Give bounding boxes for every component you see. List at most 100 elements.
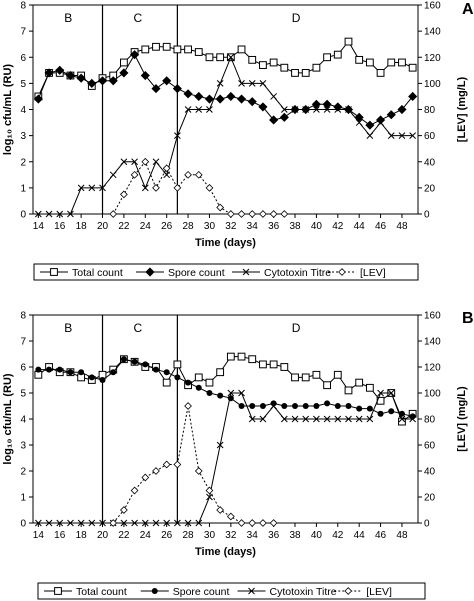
x-axis-label: Time (days)	[195, 546, 256, 558]
data-point	[333, 50, 342, 59]
data-point	[345, 415, 352, 423]
data-point	[248, 519, 257, 527]
data-point	[130, 50, 140, 60]
data-point	[120, 190, 128, 199]
y2-tick-label: 160	[424, 1, 441, 12]
y-tick-label: 4	[20, 415, 26, 426]
data-point	[388, 408, 395, 415]
data-point	[409, 415, 417, 423]
data-point	[88, 374, 95, 381]
data-point	[172, 84, 182, 94]
data-point	[99, 377, 106, 383]
y2-tick-label: 80	[424, 415, 436, 426]
data-point	[323, 381, 331, 390]
data-point	[131, 519, 138, 527]
data-point	[152, 158, 160, 166]
y-axis-label: log₁₀ cfu/mL (RU)	[2, 64, 14, 156]
data-point	[366, 415, 374, 423]
panel-label: A	[462, 1, 474, 18]
phase-label: D	[292, 11, 301, 25]
data-point	[56, 519, 64, 527]
series-total-count	[34, 352, 417, 426]
x-tick-label: 36	[268, 530, 280, 541]
x-tick-label: 14	[33, 530, 45, 541]
data-point	[227, 53, 235, 61]
data-point	[174, 519, 181, 527]
legend-label: Total count	[76, 586, 127, 598]
data-point	[130, 170, 139, 179]
series-cytotoxin-titre	[34, 53, 417, 218]
data-point	[366, 405, 373, 412]
data-point	[237, 352, 246, 361]
data-point	[259, 61, 267, 69]
x-tick-label: 22	[118, 221, 130, 232]
data-point	[162, 76, 172, 86]
x-tick-label: 44	[354, 530, 366, 541]
y2-tick-label: 100	[424, 389, 441, 400]
data-point	[141, 184, 149, 192]
data-point	[291, 373, 299, 382]
data-point	[195, 384, 202, 391]
data-point	[184, 106, 192, 113]
data-point	[120, 506, 128, 514]
data-point	[355, 378, 364, 387]
data-point	[142, 361, 149, 368]
data-point	[205, 53, 214, 62]
data-point	[334, 415, 342, 423]
data-point	[141, 519, 149, 527]
legend-swatch-marker	[338, 268, 346, 276]
data-point	[141, 473, 150, 482]
legend-swatch-marker	[145, 267, 155, 277]
legend-box	[37, 582, 426, 600]
data-point	[109, 519, 118, 527]
data-point	[174, 374, 181, 381]
data-point	[34, 519, 42, 527]
data-point	[292, 403, 299, 409]
x-tick-label: 24	[140, 221, 152, 232]
data-point	[194, 170, 203, 179]
x-tick-label: 42	[332, 221, 344, 232]
data-point	[173, 184, 182, 192]
legend: Total count Spore count Cytotoxin Titre [LE…	[33, 263, 419, 281]
legend-swatch-marker	[54, 587, 62, 595]
data-point	[281, 403, 288, 409]
x-tick-label: 28	[183, 530, 195, 541]
y2-tick-label: 40	[424, 467, 436, 478]
data-point	[313, 403, 320, 409]
data-point	[323, 106, 331, 113]
data-point	[204, 94, 215, 104]
data-point	[226, 91, 236, 102]
series-line	[112, 160, 285, 215]
x-tick-label: 34	[247, 530, 259, 541]
data-point	[216, 203, 225, 212]
data-point	[398, 58, 406, 67]
y-tick-label: 7	[20, 337, 26, 348]
data-point	[280, 363, 289, 371]
data-point	[365, 383, 374, 392]
data-point	[226, 352, 235, 361]
y2-tick-label: 120	[424, 53, 441, 64]
series-line	[37, 53, 414, 126]
data-point	[259, 80, 267, 87]
data-point	[259, 360, 267, 369]
data-point	[184, 402, 192, 410]
data-point	[120, 519, 128, 527]
x-tick-label: 30	[204, 221, 216, 232]
data-point	[216, 80, 224, 87]
x-tick-label: 18	[76, 530, 88, 541]
x-tick-label: 32	[225, 221, 237, 232]
data-point	[269, 115, 279, 125]
data-point	[259, 403, 266, 409]
y2-tick-label: 40	[424, 157, 436, 168]
y-tick-label: 3	[20, 441, 26, 452]
data-point	[238, 403, 245, 409]
data-point	[216, 506, 225, 514]
data-point	[377, 389, 384, 397]
data-point	[163, 369, 170, 376]
data-point	[183, 89, 193, 99]
legend-swatch-marker	[344, 587, 353, 595]
data-point	[269, 58, 278, 67]
data-point	[323, 53, 331, 62]
y-tick-label: 2	[20, 467, 26, 478]
data-point	[226, 210, 235, 218]
